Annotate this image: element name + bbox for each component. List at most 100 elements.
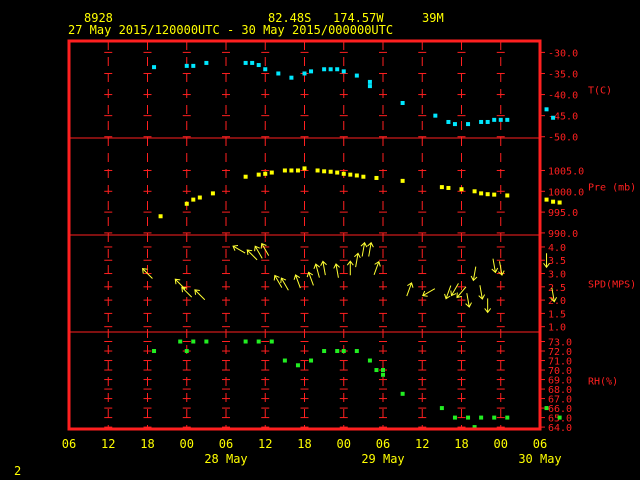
y-tick-label: -50.0 — [548, 133, 578, 144]
temperature-point — [328, 67, 333, 72]
temperature-point — [302, 71, 307, 76]
temperature-point — [544, 107, 549, 112]
pressure-point — [158, 214, 163, 219]
temperature-point — [485, 119, 490, 124]
rh-point — [341, 349, 346, 354]
temperature-point — [354, 73, 359, 78]
rh-point — [439, 406, 444, 411]
panel-label-wind: SPD(MPS) — [588, 280, 636, 291]
rh-point — [243, 339, 248, 344]
x-tick-label: 06 — [219, 437, 233, 451]
rh-point — [354, 349, 359, 354]
panel-label-pressure: Pre (mb) — [588, 183, 636, 194]
wind-arrow-shape — [491, 258, 499, 274]
panel-label-temperature: T(C) — [588, 86, 612, 97]
x-tick-label: 12 — [258, 437, 272, 451]
pressure-point — [485, 192, 490, 197]
rh-point — [309, 358, 314, 363]
pressure-point — [479, 191, 484, 196]
temperature-point — [341, 69, 346, 74]
wind-arrow — [484, 298, 492, 314]
temperature-point — [184, 63, 189, 68]
y-tick-label: -35.0 — [548, 69, 578, 80]
rh-point — [479, 415, 484, 420]
wind-arrow — [280, 277, 289, 291]
y-tick-label: 3.0 — [548, 270, 566, 281]
y-tick-label: 2.5 — [548, 283, 566, 294]
rh-point — [544, 406, 549, 411]
plot-frame — [67, 39, 542, 431]
wind-arrow-shape — [293, 274, 301, 289]
rh-point — [295, 363, 300, 368]
wind-arrow — [450, 283, 459, 297]
wind-arrow — [313, 263, 321, 278]
y-tick-label: 66.0 — [548, 404, 572, 415]
date-label: 29 May — [361, 452, 404, 466]
wind-arrow — [456, 286, 467, 299]
pressure-point — [184, 201, 189, 206]
rh-point — [367, 358, 372, 363]
pressure-point — [551, 199, 556, 204]
wind-arrow-shape — [313, 263, 321, 278]
x-tick-label: 06 — [62, 437, 76, 451]
wind-arrow-shape — [444, 285, 452, 300]
temperature-point — [322, 67, 327, 72]
temperature-point — [367, 84, 372, 89]
temperature-point — [452, 122, 457, 127]
pressure-point — [315, 168, 320, 173]
x-tick-label: 06 — [533, 437, 547, 451]
pressure-point — [341, 171, 346, 176]
panel-label-rh: RH(%) — [588, 377, 618, 388]
wind-arrow — [306, 271, 314, 286]
wind-arrow — [293, 274, 301, 289]
rh-point — [492, 415, 497, 420]
wind-arrow — [373, 260, 381, 275]
y-tick-label: 64.0 — [548, 423, 572, 434]
temperature-point — [263, 67, 268, 72]
pressure-point — [492, 192, 497, 197]
wind-arrow — [232, 245, 246, 254]
rh-point — [466, 415, 471, 420]
wind-arrow — [254, 245, 263, 259]
pressure-point — [302, 166, 307, 171]
wind-arrow — [543, 253, 550, 269]
time-range-title: 27 May 2015/120000UTC - 30 May 2015/0000… — [68, 23, 394, 37]
temperature-point — [276, 71, 281, 76]
wind-arrow-shape — [360, 241, 368, 257]
wind-arrow-shape — [422, 288, 436, 297]
wind-arrow-shape — [254, 245, 263, 259]
y-tick-label: -45.0 — [548, 112, 578, 123]
pressure-point — [374, 175, 379, 180]
pressure-point — [557, 200, 562, 205]
wind-arrow — [194, 289, 206, 301]
y-tick-label: 1000.0 — [548, 187, 584, 198]
wind-arrow-shape — [497, 261, 505, 276]
wind-arrow — [422, 288, 436, 297]
rh-point — [452, 415, 457, 420]
wind-arrow — [320, 260, 327, 276]
wind-arrow — [333, 263, 340, 278]
y-tick-label: 68.0 — [548, 385, 572, 396]
pressure-point — [354, 173, 359, 178]
temperature-point — [256, 63, 261, 68]
pressure-point — [446, 185, 451, 190]
x-tick-label: 18 — [454, 437, 468, 451]
pressure-point — [400, 178, 405, 183]
temperature-point — [505, 117, 510, 122]
rh-point — [472, 425, 477, 430]
y-tick-label: 3.5 — [548, 256, 566, 267]
pressure-point — [282, 168, 287, 173]
wind-arrow-shape — [406, 282, 414, 297]
date-label: 30 May — [518, 452, 561, 466]
station-latitude: 82.48S — [268, 11, 312, 25]
temperature-point — [335, 67, 340, 72]
wind-arrow-shape — [465, 293, 472, 308]
pressure-point — [328, 169, 333, 174]
wind-arrow-shape — [273, 274, 283, 288]
wind-arrow-shape — [367, 241, 374, 257]
wind-arrow — [246, 249, 258, 261]
wind-arrow — [478, 285, 486, 300]
wind-arrow — [444, 285, 452, 300]
temperature-point — [191, 63, 196, 68]
y-tick-label: 995.0 — [548, 208, 578, 219]
